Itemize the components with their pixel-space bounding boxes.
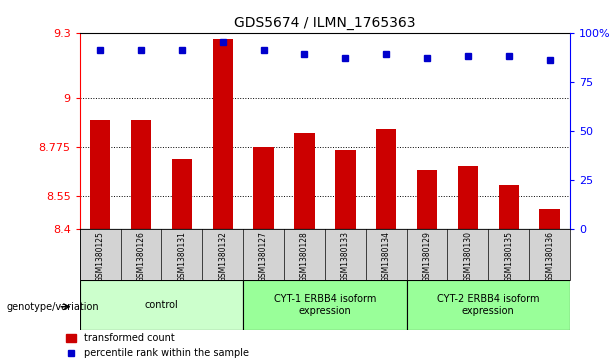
- Text: CYT-2 ERBB4 isoform
expression: CYT-2 ERBB4 isoform expression: [437, 294, 539, 316]
- Bar: [90, 120, 110, 229]
- Bar: [406, 280, 570, 330]
- Bar: [243, 280, 406, 330]
- Bar: [213, 39, 233, 229]
- Text: GSM1380130: GSM1380130: [463, 231, 473, 282]
- Bar: [376, 129, 397, 229]
- Bar: [80, 280, 243, 330]
- Bar: [539, 209, 560, 229]
- Legend: transformed count, percentile rank within the sample: transformed count, percentile rank withi…: [66, 333, 249, 358]
- Text: GSM1380126: GSM1380126: [137, 231, 145, 282]
- Text: GSM1380135: GSM1380135: [504, 231, 513, 282]
- Bar: [498, 185, 519, 229]
- Text: GSM1380129: GSM1380129: [422, 231, 432, 282]
- Bar: [131, 120, 151, 229]
- Text: GSM1380125: GSM1380125: [96, 231, 105, 282]
- Bar: [335, 150, 356, 229]
- Bar: [294, 133, 314, 229]
- Text: GSM1380133: GSM1380133: [341, 231, 350, 282]
- Text: GSM1380132: GSM1380132: [218, 231, 227, 282]
- Bar: [172, 159, 192, 229]
- Bar: [417, 170, 437, 229]
- Text: GSM1380131: GSM1380131: [177, 231, 186, 282]
- Text: CYT-1 ERBB4 isoform
expression: CYT-1 ERBB4 isoform expression: [273, 294, 376, 316]
- Text: GSM1380127: GSM1380127: [259, 231, 268, 282]
- Text: GSM1380136: GSM1380136: [545, 231, 554, 282]
- Text: GSM1380134: GSM1380134: [382, 231, 390, 282]
- Text: GSM1380128: GSM1380128: [300, 231, 309, 282]
- Title: GDS5674 / ILMN_1765363: GDS5674 / ILMN_1765363: [234, 16, 416, 30]
- Bar: [253, 147, 274, 229]
- Text: genotype/variation: genotype/variation: [6, 302, 99, 312]
- Text: control: control: [145, 300, 178, 310]
- Bar: [458, 166, 478, 229]
